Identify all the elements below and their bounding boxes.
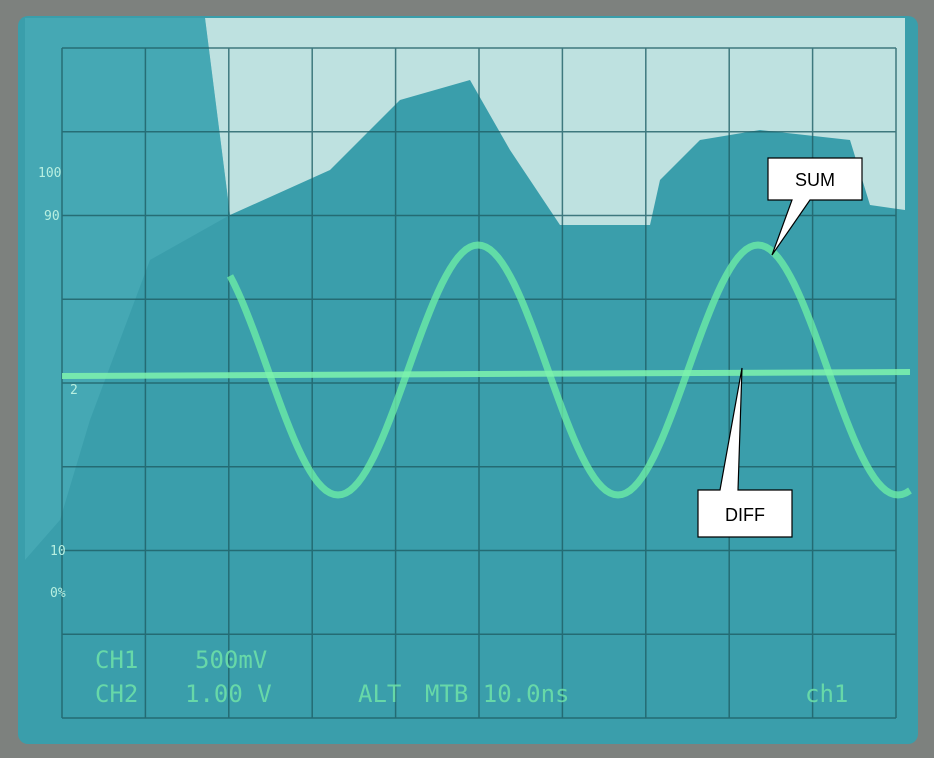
- readout: MTB 10.0ns: [425, 680, 570, 708]
- readout: CH2: [95, 680, 138, 708]
- ground-marker: 2: [70, 383, 78, 398]
- percent-marker: 10: [50, 544, 66, 559]
- readout: 500mV: [195, 646, 267, 674]
- callout-label: SUM: [795, 170, 835, 190]
- readout: ch1: [805, 680, 848, 708]
- oscilloscope-photo: 100 90 10 0% 2 CH1 500mV CH2 1.00 V ALT …: [0, 0, 934, 758]
- readout: CH1: [95, 646, 138, 674]
- diff-trace: [62, 372, 910, 376]
- readout: ALT: [358, 680, 401, 708]
- percent-marker: 90: [44, 209, 60, 224]
- percent-marker: 0%: [50, 586, 66, 601]
- percent-marker: 100: [38, 166, 61, 181]
- callout-label: DIFF: [725, 505, 765, 525]
- readout: 1.00 V: [185, 680, 272, 708]
